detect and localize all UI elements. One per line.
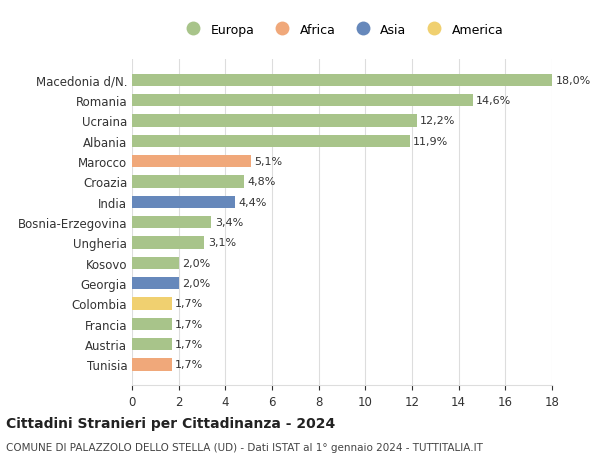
Text: 18,0%: 18,0%: [556, 76, 591, 85]
Text: 11,9%: 11,9%: [413, 136, 448, 146]
Text: 12,2%: 12,2%: [420, 116, 455, 126]
Bar: [132, 298, 172, 310]
Text: 5,1%: 5,1%: [254, 157, 283, 167]
Text: 4,8%: 4,8%: [248, 177, 276, 187]
Text: 1,7%: 1,7%: [175, 299, 203, 309]
Bar: [132, 338, 172, 351]
Bar: [132, 217, 211, 229]
Text: 2,0%: 2,0%: [182, 258, 211, 268]
Bar: [132, 237, 205, 249]
Bar: [132, 115, 416, 127]
Text: 4,4%: 4,4%: [238, 197, 266, 207]
Bar: [132, 196, 235, 208]
Bar: [132, 358, 172, 371]
Bar: [132, 95, 473, 107]
Text: 1,7%: 1,7%: [175, 319, 203, 329]
Bar: [132, 176, 244, 188]
Bar: [132, 74, 552, 87]
Text: 3,1%: 3,1%: [208, 238, 236, 248]
Legend: Europa, Africa, Asia, America: Europa, Africa, Asia, America: [181, 23, 503, 37]
Text: 1,7%: 1,7%: [175, 360, 203, 369]
Text: 3,4%: 3,4%: [215, 218, 243, 228]
Bar: [132, 277, 179, 290]
Text: 14,6%: 14,6%: [476, 96, 511, 106]
Text: COMUNE DI PALAZZOLO DELLO STELLA (UD) - Dati ISTAT al 1° gennaio 2024 - TUTTITAL: COMUNE DI PALAZZOLO DELLO STELLA (UD) - …: [6, 442, 483, 452]
Bar: [132, 156, 251, 168]
Text: 2,0%: 2,0%: [182, 279, 211, 288]
Bar: [132, 318, 172, 330]
Text: Cittadini Stranieri per Cittadinanza - 2024: Cittadini Stranieri per Cittadinanza - 2…: [6, 416, 335, 430]
Bar: [132, 135, 410, 147]
Text: 1,7%: 1,7%: [175, 339, 203, 349]
Bar: [132, 257, 179, 269]
